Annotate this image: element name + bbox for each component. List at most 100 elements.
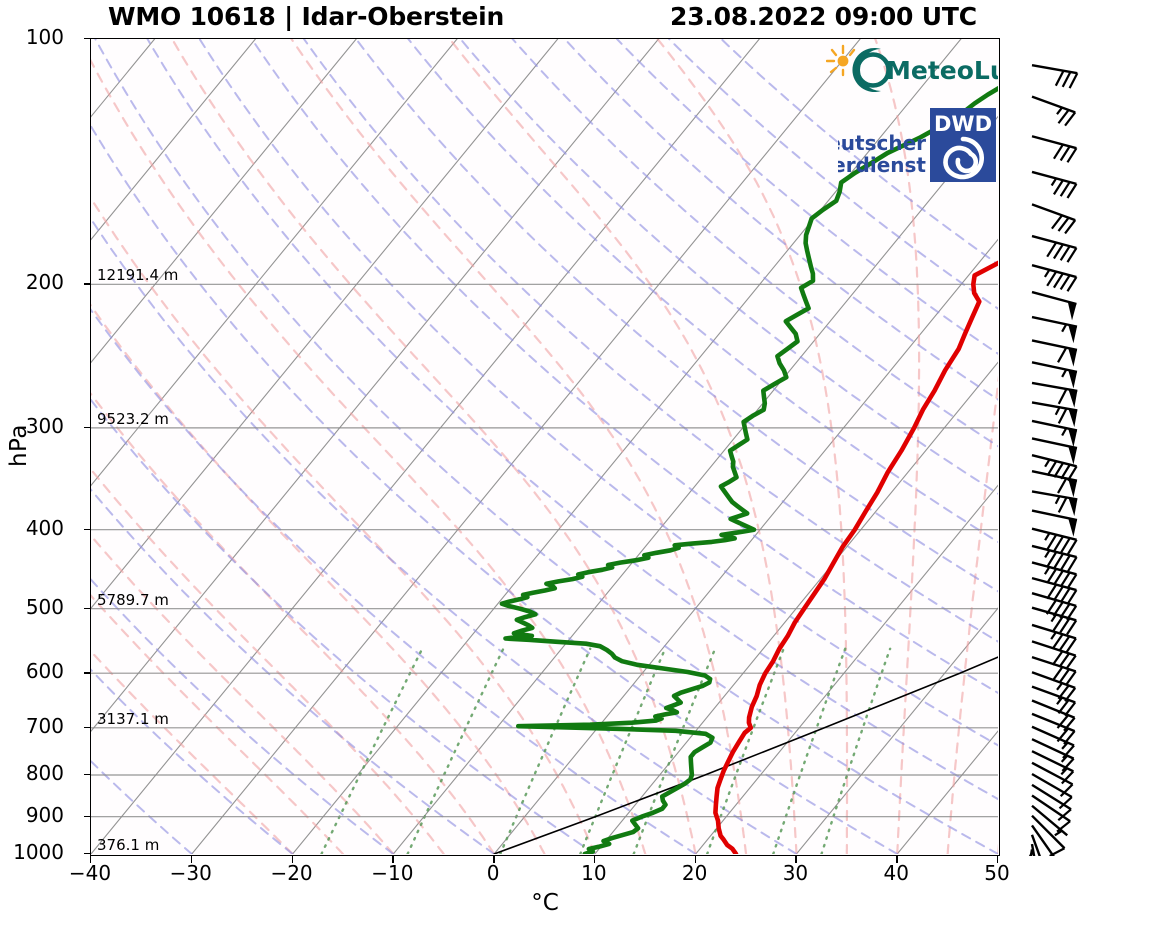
temperature-tick-label: 50 [984,861,1010,885]
wind-barb [1031,671,1077,702]
observation-time: 23.08.2022 09:00 UTC [670,2,977,31]
wind-barb [996,852,1034,894]
wind-barb [1031,290,1077,321]
temperature-tick-mark [694,856,697,863]
temperature-tick-label: −30 [169,861,212,885]
temperature-tick-mark [291,856,293,863]
wind-barb [1031,685,1077,717]
wind-barb [1031,469,1078,498]
pressure-tick-label: 900 [25,802,64,827]
pressure-tick-label: 1000 [13,840,64,864]
wind-barb [1031,772,1073,810]
pressure-tick-mark [84,774,91,776]
wind-barb [1031,783,1072,822]
temperature-tick-mark [997,856,999,863]
dwd-line-one: Deutscher [838,131,926,155]
pressure-tick-label: 600 [25,659,64,684]
height-annotation: 376.1 m [97,836,160,854]
wind-barb-plot [996,64,1079,895]
pressure-tick-label: 300 [25,413,64,438]
height-annotation: 12191.4 m [97,266,179,285]
wind-barb [1031,437,1078,465]
wind-barb [1031,576,1078,605]
wind-barb [1031,64,1079,89]
wind-barb [1031,655,1077,686]
pressure-tick-mark [84,672,91,674]
wind-barb [1031,401,1078,428]
temperature-tick-mark [190,856,193,863]
wind-barb [1031,361,1078,389]
temperature-tick-label: 30 [782,861,809,885]
wind-barb [1031,315,1078,344]
temperature-tick-mark [593,856,596,863]
sun-disc [837,55,849,67]
temperature-tick-mark [795,856,797,863]
wind-barb [1031,490,1078,517]
pressure-tick-label: 200 [25,270,64,295]
temperature-tick-label: −10 [371,861,414,885]
height-annotation: 9523.2 m [97,409,169,428]
wind-barb [1031,264,1078,292]
wind-barb [1031,623,1077,653]
pressure-tick-mark [84,426,91,429]
wind-barb [1031,738,1075,772]
sun-icon [826,44,856,77]
pressure-tick-mark [84,726,91,729]
dwd-line-two: Wetterdienst [838,153,926,177]
temperature-tick-label: 10 [581,861,607,885]
temperature-curve [713,260,998,854]
height-annotation: 5789.7 m [97,590,169,609]
dwd-spiral-icon [943,136,985,180]
x-axis-title: °C [531,890,559,916]
meteolux-wordmark: MeteoLux [886,56,998,85]
pressure-tick-mark [84,528,91,531]
dewpoint-curve [499,85,998,854]
wind-barb [1031,725,1075,759]
pressure-tick-mark [84,283,91,285]
wind-barb [1031,804,1069,837]
wind-barb [1031,203,1077,235]
height-annotation: 3137.1 m [97,709,169,728]
pressure-tick-label: 100 [25,25,64,49]
wind-barb [1031,527,1078,555]
meteolux-ring-icon [855,52,891,88]
temperature-tick-mark [896,856,898,863]
temperature-tick-label: −40 [68,861,112,885]
wind-barb [1031,750,1075,785]
temperature-tick-label: 40 [883,861,909,885]
wind-barb [1031,761,1074,797]
temperature-tick-label: 0 [486,861,500,885]
wind-barb [1031,135,1078,163]
pressure-tick-label: 800 [25,761,64,786]
parcel-path-curve [493,656,998,854]
meteolux-logo: MeteoLux [826,44,998,92]
wind-barb [1031,339,1078,367]
dwd-badge-label: DWD [934,112,992,136]
dwd-logo: DWD Deutscher Wetterdienst [838,108,996,182]
pressure-gridlines [91,283,998,818]
wind-barb [1031,509,1078,537]
pressure-tick-mark [84,853,91,855]
moist-adiabat-lines [91,39,998,854]
wind-barb [1031,640,1077,670]
temperature-tick-mark [493,856,495,863]
wind-barb [1031,381,1078,408]
wind-barb [1031,454,1078,482]
station-title: WMO 10618 | Idar-Oberstein [108,2,505,31]
pressure-tick-label: 700 [25,713,64,738]
temperature-tick-mark [90,856,92,863]
wind-barb [1031,561,1078,590]
pressure-tick-label: 500 [25,594,64,619]
dry-adiabat-lines [91,39,998,854]
temperature-tick-label: 20 [681,861,708,885]
pressure-tick-label: 400 [25,515,64,540]
wind-barb [1031,606,1078,635]
temperature-tick-mark [392,856,394,863]
wind-barb [1031,170,1078,199]
temperature-tick-label: −20 [270,861,313,885]
wind-barb [1031,419,1078,448]
skewt-plot-area [90,38,1000,856]
pressure-tick-mark [84,815,91,818]
wind-barb [1031,544,1078,572]
wind-barb-panel [996,38,1160,895]
